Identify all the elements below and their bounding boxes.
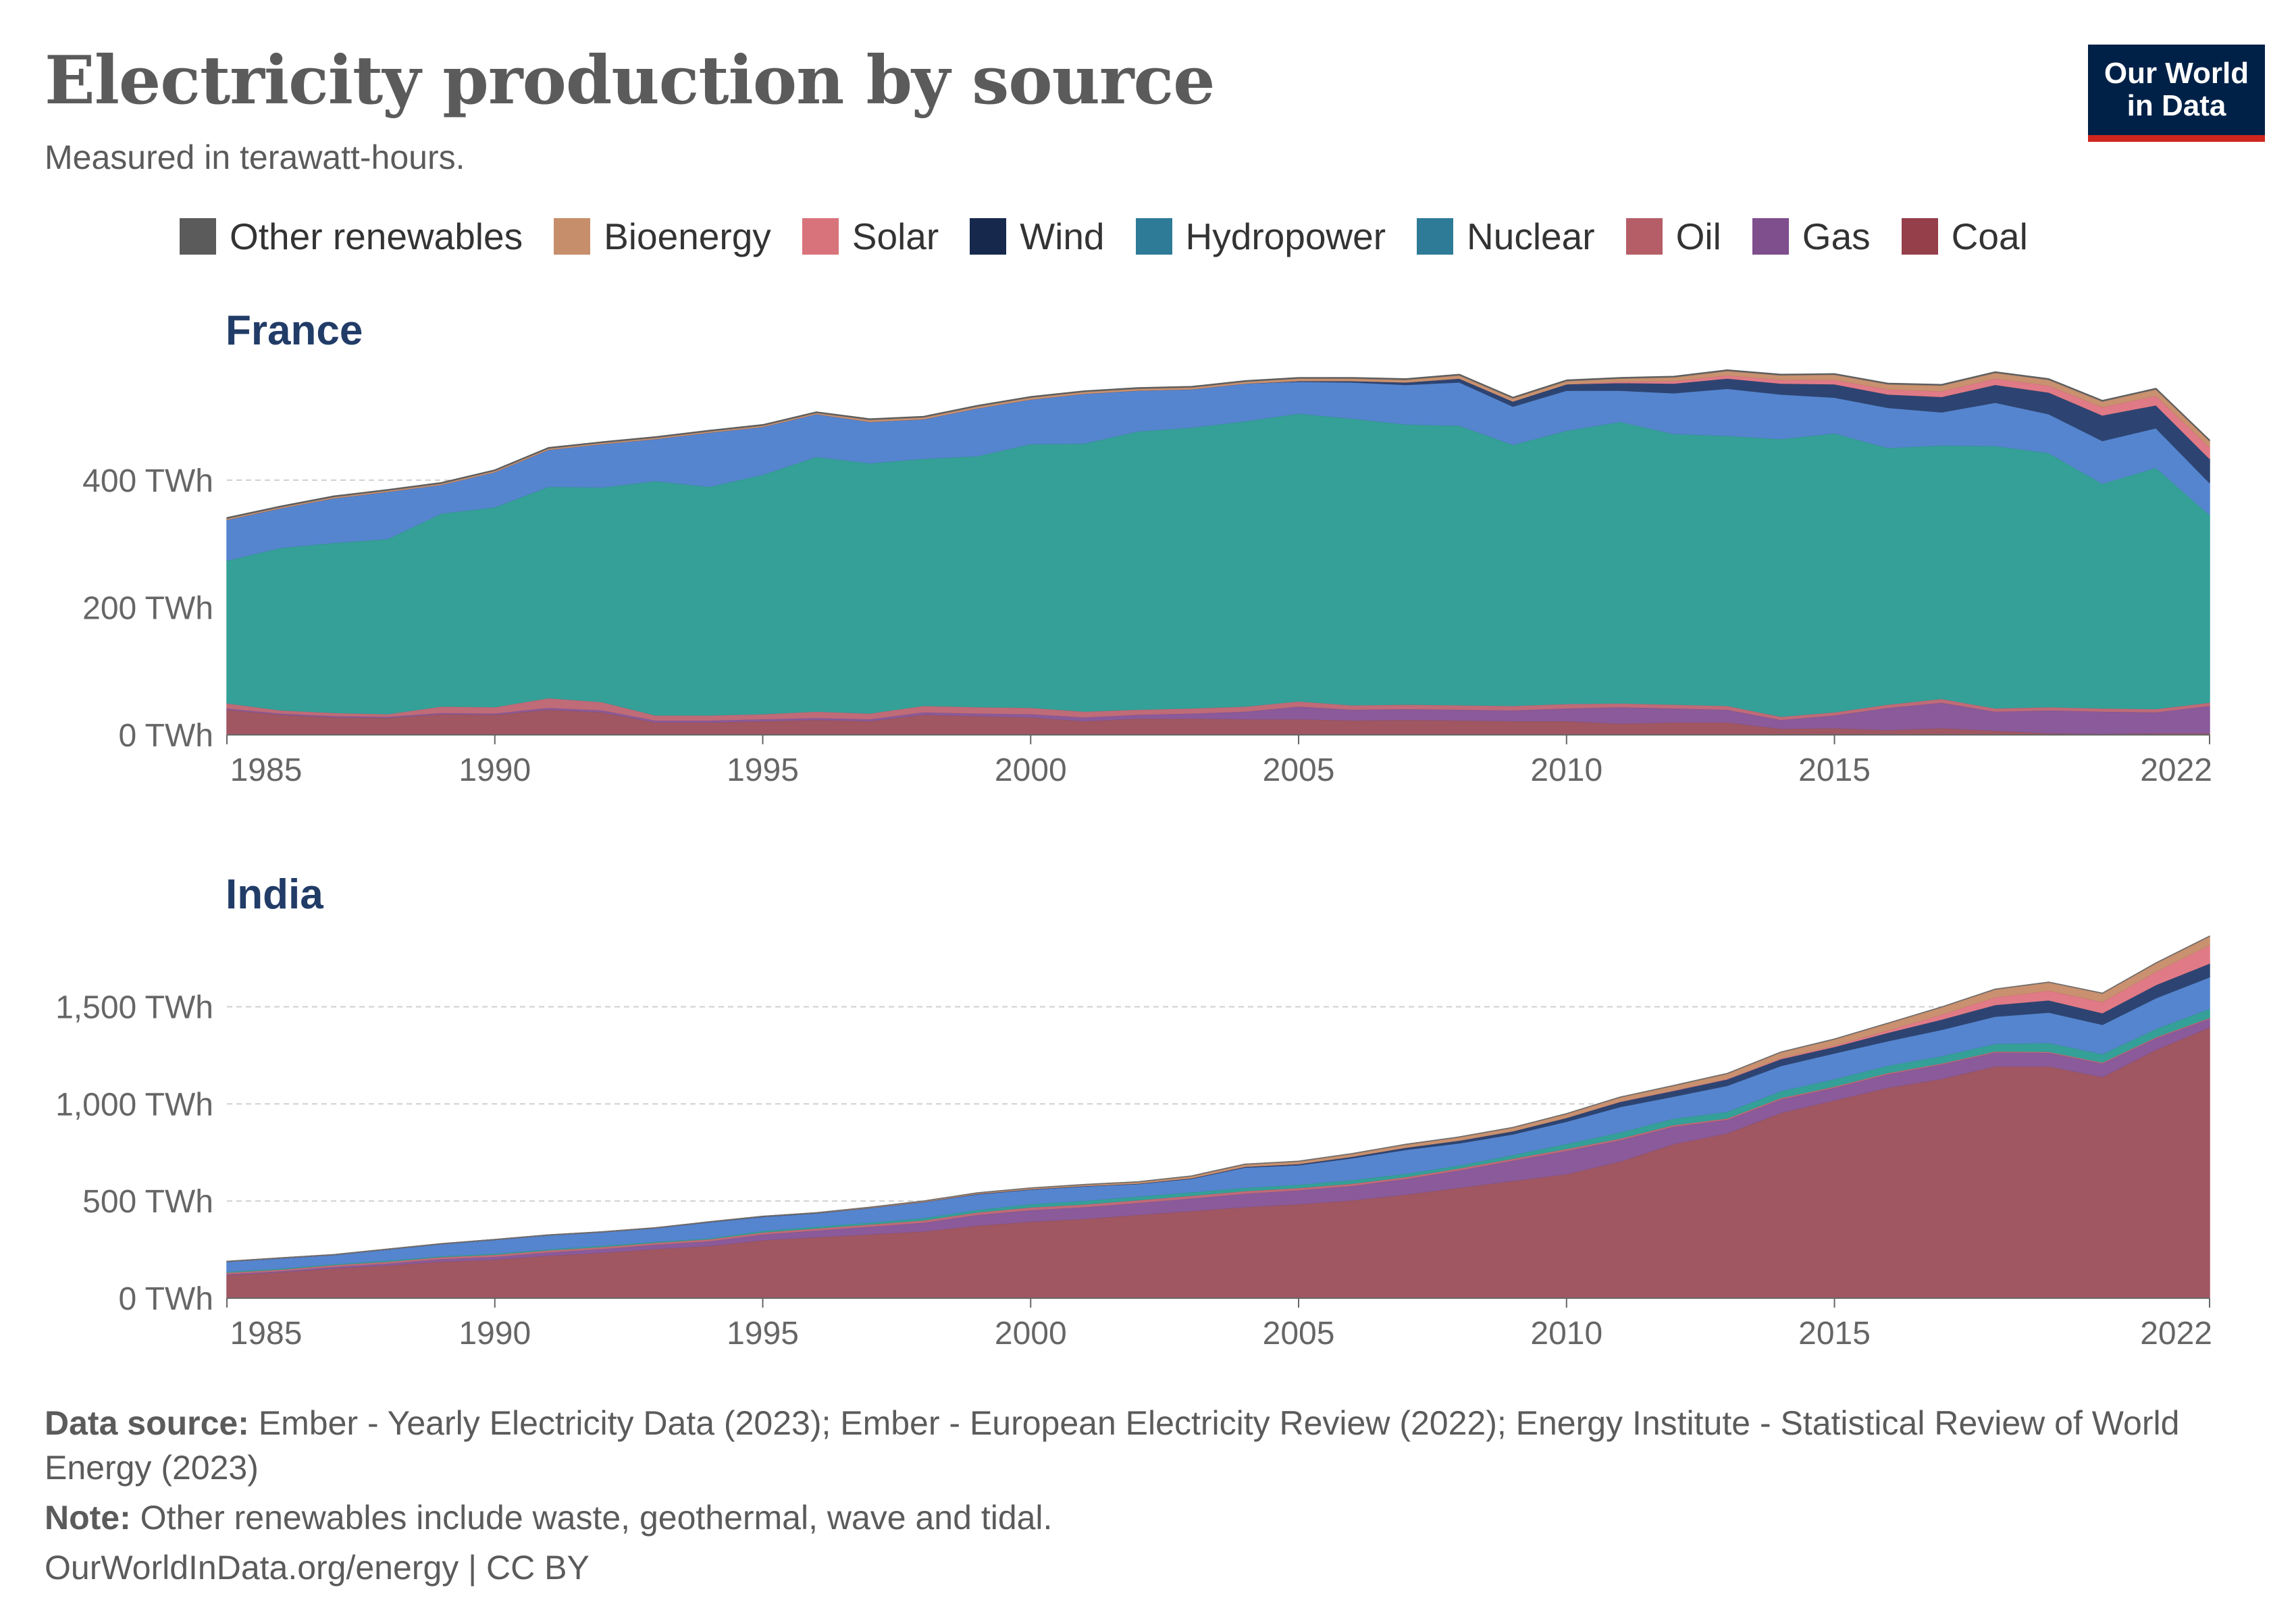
legend-item[interactable]: Coal [1901, 215, 2028, 258]
legend-label: Coal [1951, 215, 2028, 257]
legend-label: Gas [1802, 215, 1871, 257]
legend-item[interactable]: Oil [1625, 215, 1721, 258]
y-tick-label: 200 TWh [82, 590, 213, 626]
y-tick-label: 1,000 TWh [55, 1087, 213, 1123]
x-tick-label: 2010 [1530, 1316, 1602, 1352]
legend-swatch [802, 218, 839, 255]
x-tick-label: 1995 [727, 1316, 799, 1352]
x-tick-label: 1990 [459, 752, 531, 788]
legend-label: Bioenergy [604, 215, 771, 257]
owid-logo[interactable]: Our World in Data [2088, 45, 2265, 142]
x-tick-label: 2000 [995, 752, 1067, 788]
note-text: Other renewables include waste, geotherm… [140, 1499, 1053, 1537]
area-other-renewables [226, 935, 2210, 1262]
legend-swatch [1625, 218, 1663, 255]
legend-item[interactable]: Other renewables [180, 215, 523, 258]
source-line: Data source: Ember - Yearly Electricity … [45, 1401, 2206, 1490]
x-tick-label: 1985 [230, 752, 303, 788]
chart-subtitle: Measured in terawatt-hours. [45, 138, 465, 176]
legend-swatch [970, 218, 1007, 255]
legend-item[interactable]: Wind [970, 215, 1105, 258]
legend-swatch [1417, 218, 1454, 255]
area-other-renewables [226, 369, 2210, 519]
legend-swatch [1135, 218, 1172, 255]
legend-swatch [180, 218, 216, 255]
x-tick-label: 1985 [230, 1316, 303, 1352]
panel-title: India [226, 871, 323, 918]
x-tick-label: 2005 [1263, 1316, 1335, 1352]
credit-link[interactable]: OurWorldInData.org/energy | CC BY [45, 1549, 590, 1587]
source-label: Data source: [45, 1404, 249, 1442]
x-tick-label: 2015 [1798, 1316, 1871, 1352]
legend-label: Wind [1020, 215, 1105, 257]
legend-swatch [554, 218, 591, 255]
footer: Data source: Ember - Yearly Electricity … [45, 1401, 2206, 1595]
x-tick-label: 1995 [727, 752, 799, 788]
x-tick-label: 2015 [1798, 752, 1871, 788]
x-tick-label: 1990 [459, 1316, 531, 1352]
logo-line-1: Our World [2104, 57, 2249, 90]
legend-item[interactable]: Nuclear [1417, 215, 1595, 258]
x-tick-label: 2010 [1530, 752, 1602, 788]
legend-item[interactable]: Gas [1752, 215, 1871, 258]
y-tick-label: 500 TWh [82, 1184, 213, 1220]
logo-line-2: in Data [2127, 89, 2226, 122]
note-line: Note: Other renewables include waste, ge… [45, 1495, 2206, 1540]
x-tick-label: 2005 [1263, 752, 1335, 788]
legend-item[interactable]: Bioenergy [554, 215, 771, 258]
legend-label: Oil [1675, 215, 1721, 257]
legend: Other renewables Bioenergy Solar Wind Hydrop… [180, 215, 2028, 258]
charts-canvas: France 0 TWh 200 TWh 400 TWh 1985 1990 1995 200… [55, 307, 2212, 1352]
x-tick-label: 2022 [2140, 752, 2212, 788]
chart-title: Electricity production by source [45, 42, 1216, 120]
panel-title: France [226, 307, 363, 354]
x-tick-label: 2000 [995, 1316, 1067, 1352]
credit-line: OurWorldInData.org/energy | CC BY [45, 1545, 2206, 1590]
legend-label: Other renewables [230, 215, 523, 257]
area-edge [226, 369, 2210, 519]
note-label: Note: [45, 1499, 131, 1537]
legend-label: Hydropower [1185, 215, 1386, 257]
legend-label: Solar [852, 215, 939, 257]
y-tick-label: 0 TWh [119, 1281, 213, 1317]
y-tick-label: 0 TWh [119, 718, 213, 754]
legend-swatch [1752, 218, 1789, 255]
source-text: Ember - Yearly Electricity Data (2023); … [45, 1404, 2180, 1487]
y-tick-label: 400 TWh [82, 463, 213, 499]
x-tick-label: 2022 [2140, 1316, 2212, 1352]
legend-item[interactable]: Solar [802, 215, 939, 258]
legend-swatch [1901, 218, 1938, 255]
y-tick-label: 1,500 TWh [55, 990, 213, 1026]
legend-label: Nuclear [1467, 215, 1595, 257]
legend-item[interactable]: Hydropower [1135, 215, 1386, 258]
